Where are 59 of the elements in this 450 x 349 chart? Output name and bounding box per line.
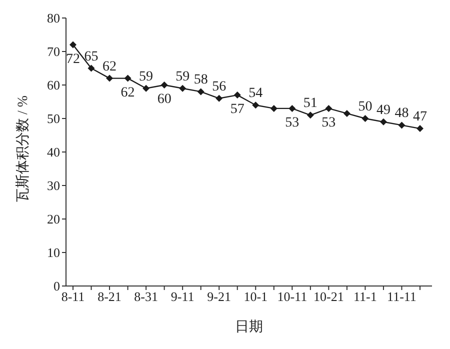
x-tick-label: 8-31 [134, 289, 158, 304]
y-tick-label: 20 [47, 212, 60, 227]
data-label: 72 [66, 52, 80, 67]
data-label: 62 [102, 59, 117, 74]
point [160, 82, 168, 88]
y-axis-title: 瓦斯体积分数 / % [14, 95, 31, 202]
point [197, 88, 204, 96]
point [325, 104, 332, 112]
data-label: 50 [358, 100, 372, 114]
y-tick-label: 30 [47, 178, 60, 194]
point [124, 74, 132, 82]
y-tick-label: 0 [54, 278, 60, 294]
point [142, 84, 150, 92]
x-tick-label: 10-1 [244, 289, 268, 304]
data-label: 54 [248, 86, 263, 102]
data-label: 53 [285, 115, 300, 130]
data-label: 62 [120, 85, 135, 100]
point [380, 118, 387, 126]
data-label: 48 [394, 106, 409, 122]
x-tick-label: 10-11 [277, 289, 308, 304]
point [234, 92, 241, 99]
data-label: 65 [84, 49, 98, 64]
y-tick-label: 10 [47, 245, 60, 260]
x-tick-label: 11-1 [354, 289, 377, 304]
y-tick-label: 40 [47, 144, 60, 160]
x-axis-title: 日期 [235, 319, 263, 335]
data-label: 59 [176, 69, 190, 84]
x-tick-label: 9-11 [170, 289, 194, 304]
x-tick-label: 8-21 [98, 289, 122, 304]
y-tick-label: 50 [47, 111, 60, 126]
x-tick-label: 10-21 [314, 289, 344, 304]
point [106, 74, 114, 82]
point [252, 102, 260, 109]
data-label: 59 [139, 69, 154, 84]
point [398, 122, 406, 129]
y-tick-label: 80 [47, 10, 60, 26]
y-tick-label: 70 [47, 44, 60, 60]
data-label: 57 [230, 102, 244, 118]
point [179, 84, 186, 92]
point [216, 94, 223, 102]
data-label: 58 [194, 72, 208, 88]
data-label: 49 [376, 102, 390, 118]
point [343, 110, 350, 117]
point [270, 104, 278, 112]
data-label: 60 [157, 92, 172, 107]
x-tick-label: 11-11 [387, 289, 416, 304]
x-tick-label: 9-21 [207, 289, 232, 304]
point [416, 125, 424, 132]
data-label: 47 [413, 110, 427, 125]
point [70, 41, 76, 48]
data-label: 51 [303, 96, 318, 112]
point [88, 64, 95, 72]
point [288, 104, 296, 112]
x-tick-label: 8-11 [61, 289, 85, 304]
point [306, 112, 314, 119]
point [362, 115, 369, 122]
y-tick-label: 60 [47, 78, 60, 93]
data-label: 56 [212, 79, 226, 94]
data-label: 53 [322, 115, 336, 130]
